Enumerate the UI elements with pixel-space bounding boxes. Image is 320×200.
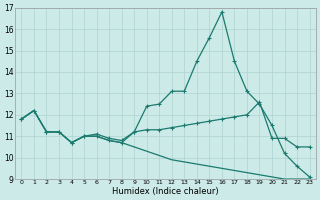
X-axis label: Humidex (Indice chaleur): Humidex (Indice chaleur) bbox=[112, 187, 219, 196]
